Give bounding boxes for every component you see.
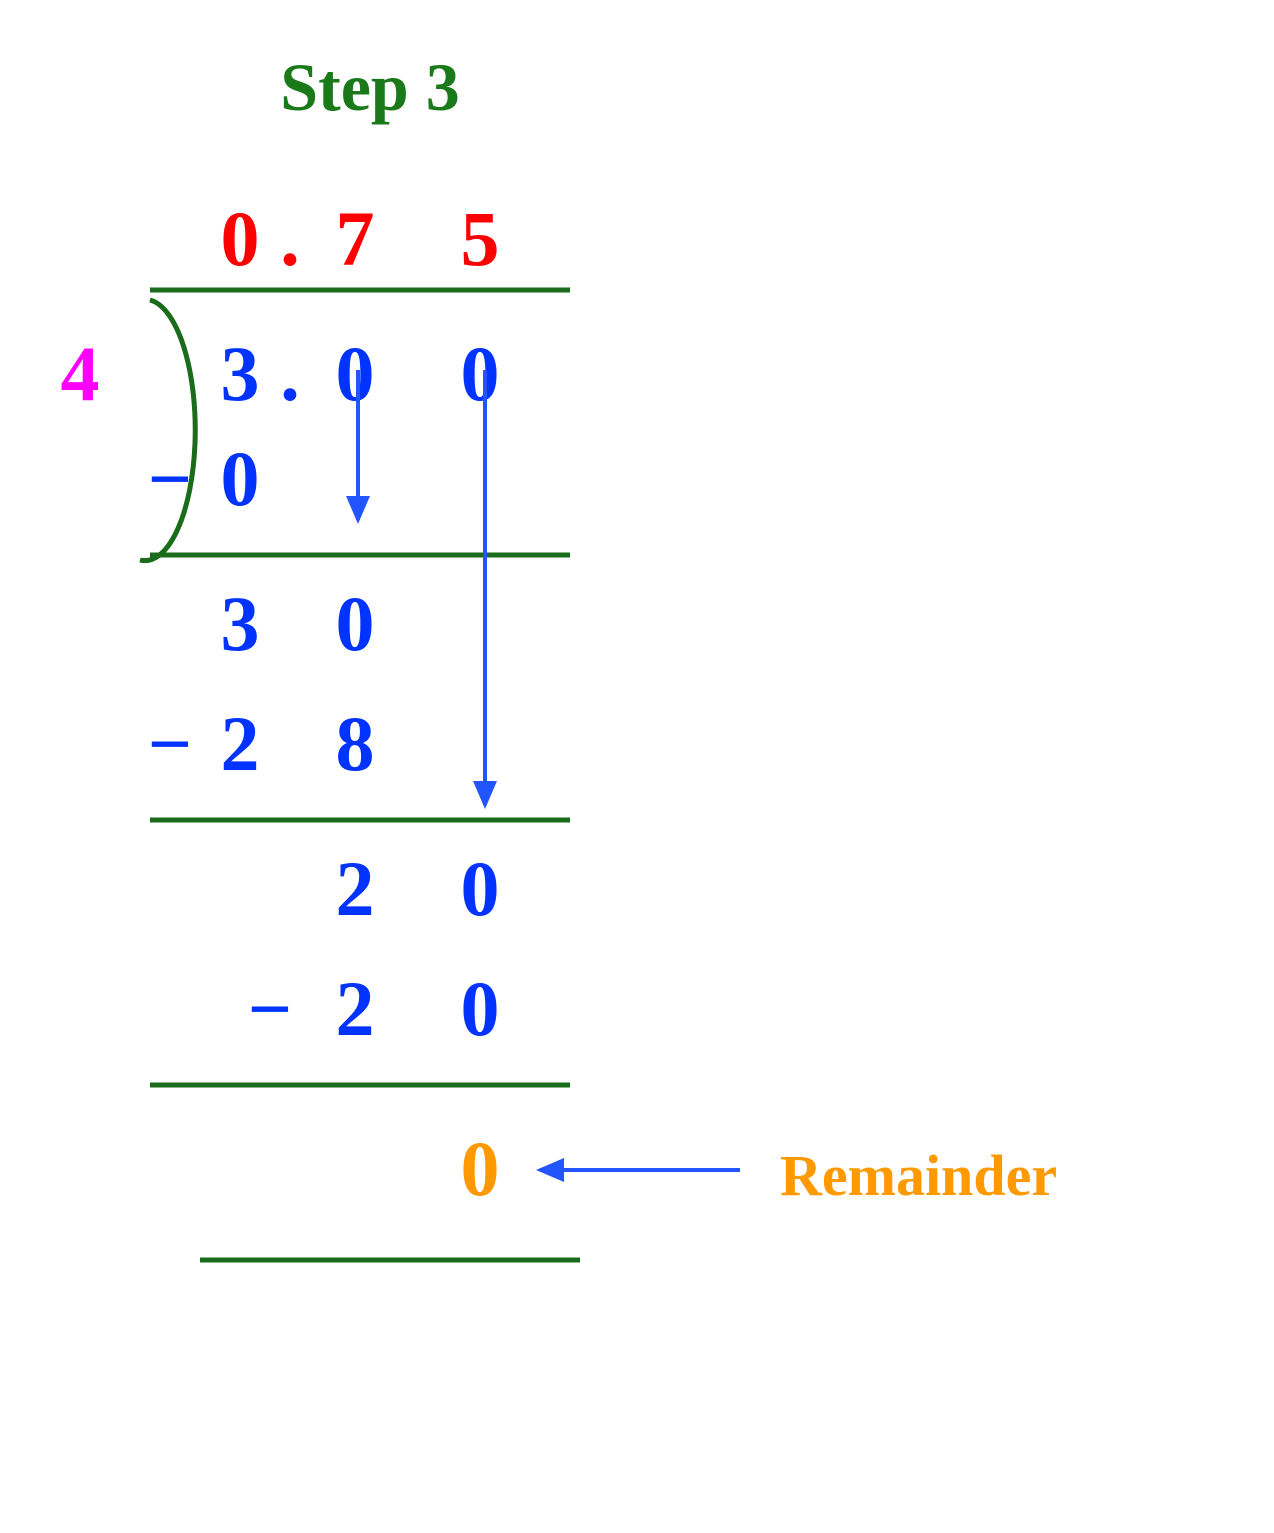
work-digit: 8 <box>336 700 375 787</box>
quotient-digit: 5 <box>461 195 500 282</box>
quotient-digit: 0 <box>221 195 260 282</box>
work-digit: 2 <box>336 965 375 1052</box>
long-division-diagram: Step 30.7543.00−030−2820−200Remainder <box>0 0 1274 1533</box>
minus-sign: − <box>148 700 192 787</box>
minus-sign: − <box>148 435 192 522</box>
work-digit: 2 <box>221 700 260 787</box>
dividend-decimal: . <box>280 330 300 417</box>
dividend-digit: 0 <box>461 330 500 417</box>
dividend-digit: 0 <box>336 330 375 417</box>
dividend-digit: 3 <box>221 330 260 417</box>
work-digit: 2 <box>336 845 375 932</box>
minus-sign: − <box>248 965 292 1052</box>
step-title: Step 3 <box>280 49 459 125</box>
quotient-digit: 7 <box>336 195 375 282</box>
divisor: 4 <box>61 330 100 417</box>
work-digit: 0 <box>461 965 500 1052</box>
remainder-label: Remainder <box>780 1143 1057 1208</box>
work-digit: 0 <box>336 580 375 667</box>
work-digit: 0 <box>221 435 260 522</box>
quotient-decimal: . <box>280 195 300 282</box>
work-digit: 3 <box>221 580 260 667</box>
work-digit: 0 <box>461 845 500 932</box>
remainder-digit: 0 <box>461 1125 500 1212</box>
